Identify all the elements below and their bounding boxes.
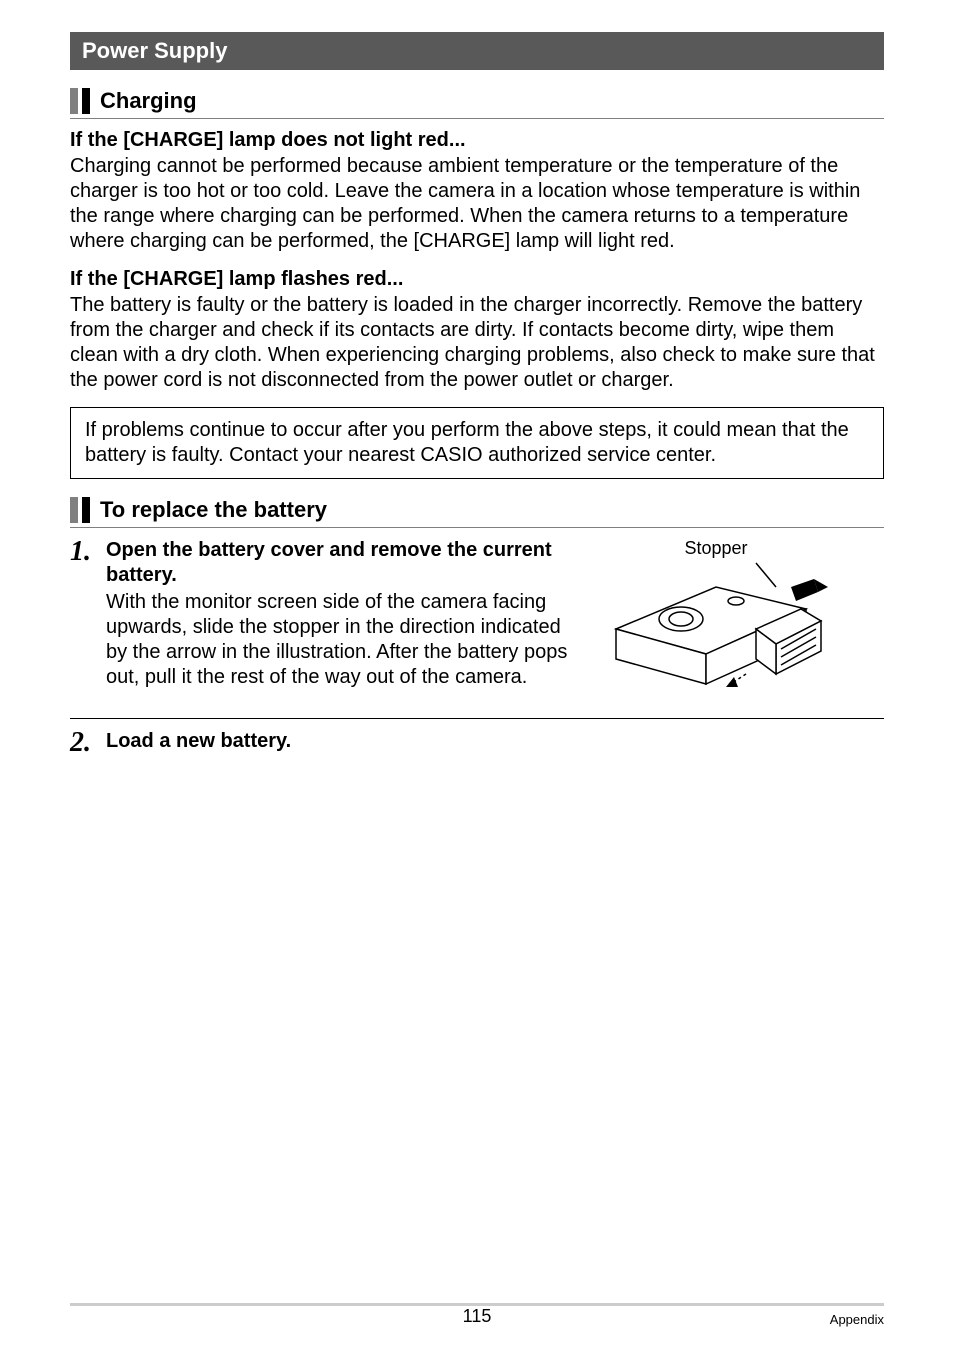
step-1-row: 1. Open the battery cover and remove the… — [70, 538, 884, 704]
page-footer: 115 Appendix — [70, 1303, 884, 1327]
step-2-row: 2. Load a new battery. — [70, 729, 884, 757]
appendix-label: Appendix — [830, 1312, 884, 1327]
step-divider — [70, 718, 884, 719]
subheading-marker-grey — [70, 88, 78, 114]
subheading-marker-black — [82, 88, 90, 114]
subheading-charging-text: Charging — [100, 88, 197, 114]
subheading-replace: To replace the battery — [70, 497, 884, 528]
section-title: Power Supply — [70, 32, 884, 70]
charging-cond2-body: The battery is faulty or the battery is … — [70, 293, 884, 393]
subheading-marker-black — [82, 497, 90, 523]
subheading-charging: Charging — [70, 88, 884, 119]
charging-cond2-title: If the [CHARGE] lamp flashes red... — [70, 268, 884, 291]
camera-battery-svg — [596, 559, 836, 699]
charging-cond1-title: If the [CHARGE] lamp does not light red.… — [70, 129, 884, 152]
step-2-title: Load a new battery. — [106, 729, 884, 754]
page-number: 115 — [463, 1306, 492, 1327]
subheading-marker-grey — [70, 497, 78, 523]
step-1-number: 1. — [70, 538, 106, 566]
charging-note-box: If problems continue to occur after you … — [70, 407, 884, 479]
stopper-label: Stopper — [684, 538, 747, 559]
step-1-desc: With the monitor screen side of the came… — [106, 590, 586, 690]
step-1-title: Open the battery cover and remove the cu… — [106, 538, 586, 588]
charging-cond1-body: Charging cannot be performed because amb… — [70, 154, 884, 254]
subheading-replace-text: To replace the battery — [100, 497, 327, 523]
step-1-illustration: Stopper — [586, 538, 846, 704]
step-2-number: 2. — [70, 729, 106, 757]
